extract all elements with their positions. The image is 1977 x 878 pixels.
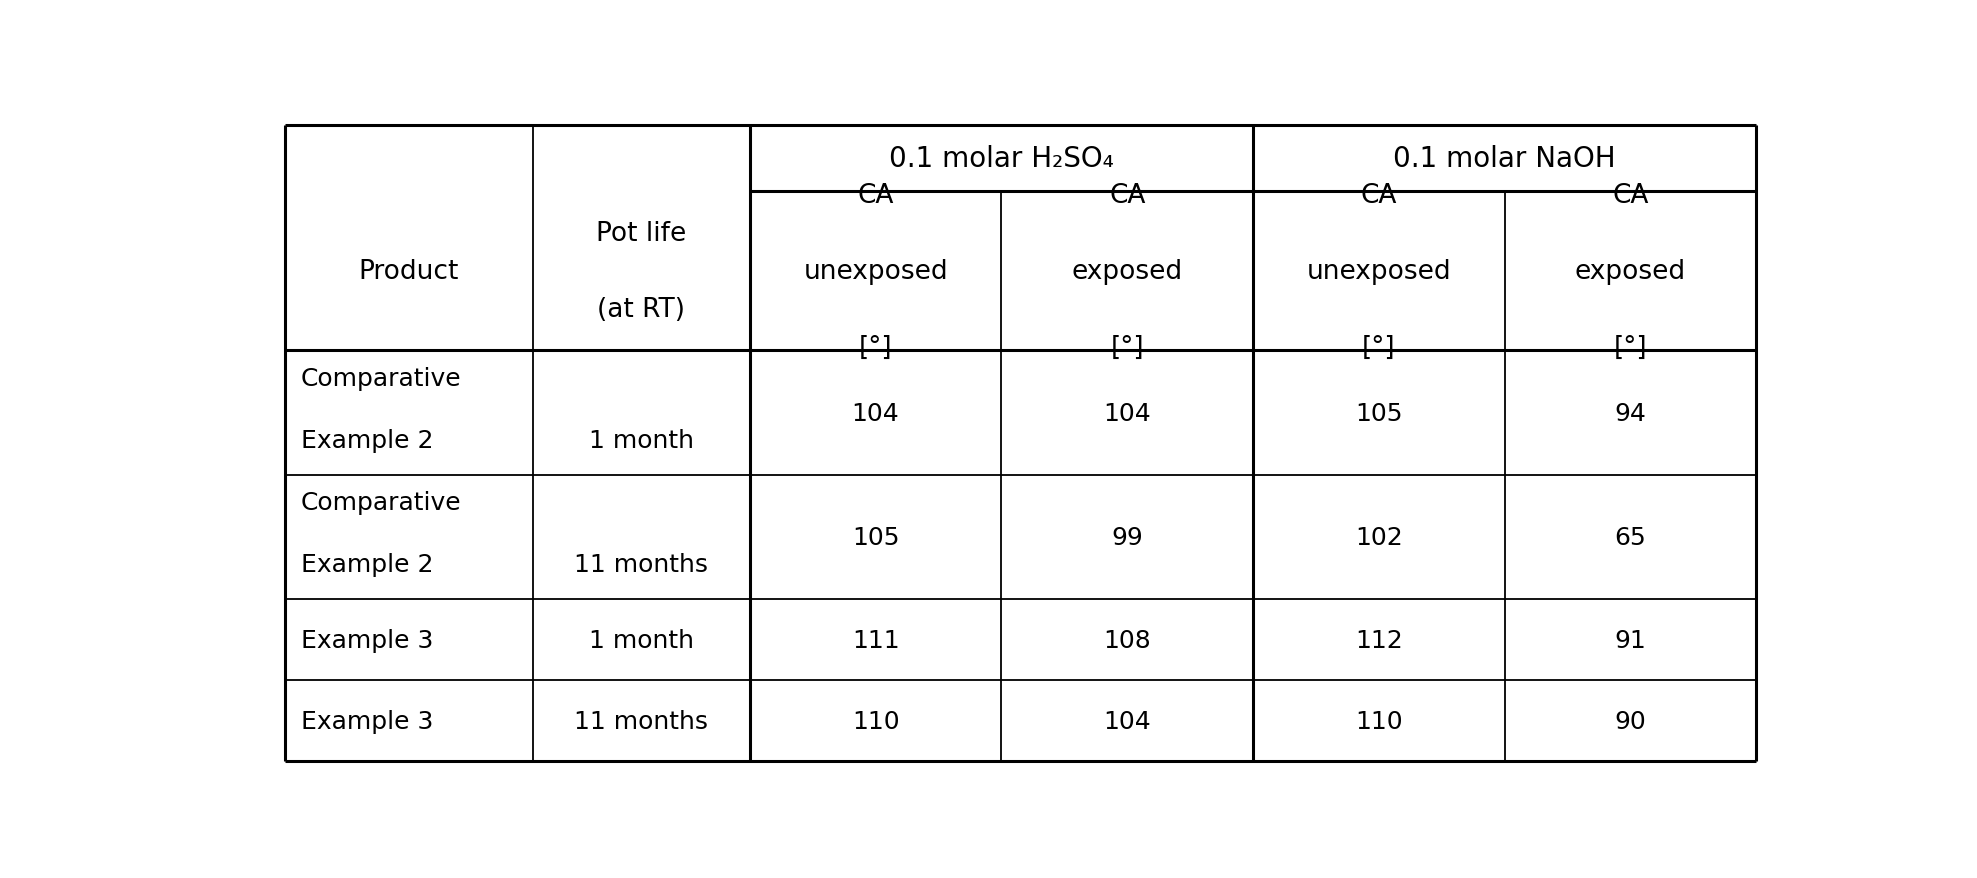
Text: 110: 110 bbox=[1354, 709, 1402, 732]
Text: 90: 90 bbox=[1615, 709, 1647, 732]
Text: 11 months: 11 months bbox=[573, 552, 708, 577]
Text: 1 month: 1 month bbox=[589, 628, 694, 651]
Text: 111: 111 bbox=[852, 628, 900, 651]
Text: Comparative: Comparative bbox=[301, 366, 461, 390]
Text: 94: 94 bbox=[1615, 401, 1647, 425]
Text: 104: 104 bbox=[852, 401, 900, 425]
Text: 99: 99 bbox=[1111, 525, 1143, 550]
Text: Example 2: Example 2 bbox=[301, 428, 433, 452]
Text: CA

exposed

[°]: CA exposed [°] bbox=[1072, 183, 1182, 360]
Text: Pot life

(at RT): Pot life (at RT) bbox=[595, 220, 686, 322]
Text: 1 month: 1 month bbox=[589, 428, 694, 452]
Text: 0.1 molar H₂SO₄: 0.1 molar H₂SO₄ bbox=[890, 145, 1113, 173]
Text: 102: 102 bbox=[1354, 525, 1404, 550]
Text: CA

unexposed

[°]: CA unexposed [°] bbox=[1307, 183, 1451, 360]
Text: 110: 110 bbox=[852, 709, 900, 732]
Text: 11 months: 11 months bbox=[573, 709, 708, 732]
Text: 105: 105 bbox=[852, 525, 900, 550]
Text: 104: 104 bbox=[1103, 401, 1151, 425]
Text: Comparative: Comparative bbox=[301, 491, 461, 515]
Text: Example 3: Example 3 bbox=[301, 628, 433, 651]
Text: 65: 65 bbox=[1615, 525, 1647, 550]
Text: 0.1 molar NaOH: 0.1 molar NaOH bbox=[1394, 145, 1615, 173]
Text: 104: 104 bbox=[1103, 709, 1151, 732]
Text: 108: 108 bbox=[1103, 628, 1151, 651]
Text: 91: 91 bbox=[1615, 628, 1647, 651]
Text: Product: Product bbox=[358, 258, 459, 284]
Text: CA

unexposed

[°]: CA unexposed [°] bbox=[803, 183, 947, 360]
Text: CA

exposed

[°]: CA exposed [°] bbox=[1576, 183, 1686, 360]
Text: Example 2: Example 2 bbox=[301, 552, 433, 577]
Text: Example 3: Example 3 bbox=[301, 709, 433, 732]
Text: 105: 105 bbox=[1354, 401, 1402, 425]
Text: 112: 112 bbox=[1354, 628, 1404, 651]
